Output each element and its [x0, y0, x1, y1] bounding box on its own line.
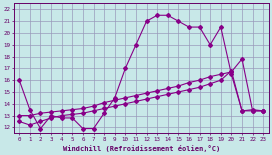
X-axis label: Windchill (Refroidissement éolien,°C): Windchill (Refroidissement éolien,°C) — [63, 144, 220, 152]
